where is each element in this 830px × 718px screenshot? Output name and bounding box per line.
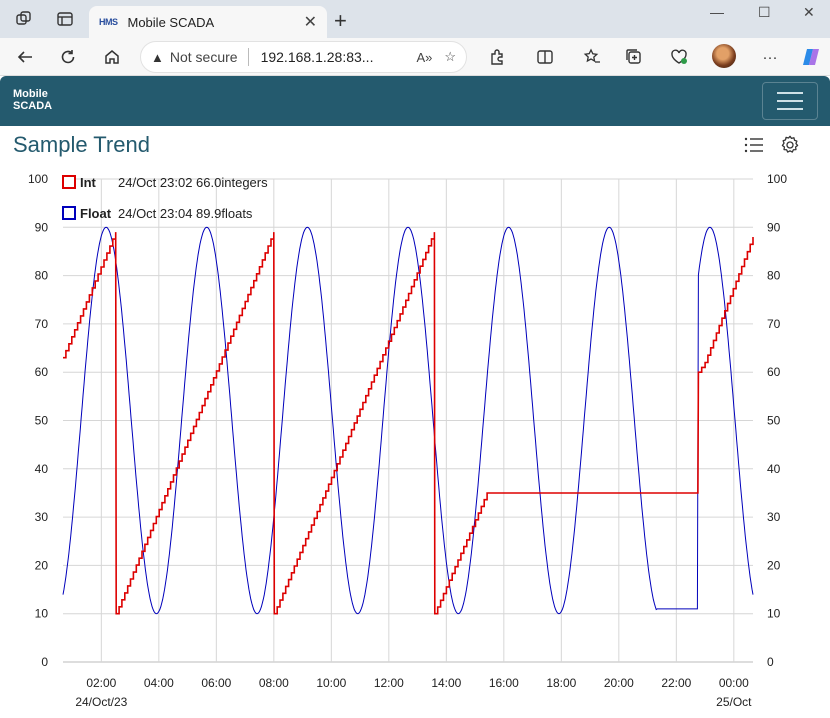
y-tick-label-right: 30 <box>767 510 781 524</box>
x-tick-label: 02:00 <box>86 676 116 690</box>
legend-swatch-float <box>62 206 76 220</box>
maximize-icon[interactable]: ☐ <box>758 4 771 20</box>
y-tick-label-left: 80 <box>35 269 49 283</box>
y-tick-label-left: 40 <box>35 462 49 476</box>
security-label[interactable]: Not secure <box>169 49 238 65</box>
y-tick-label-left: 30 <box>35 510 49 524</box>
warning-icon[interactable]: ▲ <box>151 49 164 65</box>
y-tick-label-right: 80 <box>767 269 781 283</box>
legend-label-int: Int <box>80 175 97 190</box>
hamburger-icon-bar <box>777 100 803 102</box>
y-tick-label-right: 90 <box>767 220 781 234</box>
browser-essentials-icon[interactable] <box>667 46 691 68</box>
y-tick-label-left: 0 <box>41 655 48 669</box>
close-tab-icon[interactable]: ✕ <box>303 14 317 31</box>
x-tick-label: 14:00 <box>431 676 461 690</box>
y-tick-label-left: 100 <box>28 172 48 186</box>
y-tick-label-left: 10 <box>35 607 49 621</box>
x-tick-label: 10:00 <box>316 676 346 690</box>
y-tick-label-right: 100 <box>767 172 787 186</box>
brand-line-2: SCADA <box>13 100 53 112</box>
hamburger-icon-bar <box>777 108 803 110</box>
series-line-int <box>63 232 754 615</box>
y-tick-label-right: 40 <box>767 462 781 476</box>
browser-toolbar: ▲ Not secure 192.168.1.28:83... A» ☆ ··· <box>0 38 830 76</box>
refresh-icon[interactable] <box>55 44 81 70</box>
x-tick-label: 12:00 <box>374 676 404 690</box>
x-date-label: 25/Oct <box>716 695 752 709</box>
brand-line-1: Mobile <box>13 88 48 100</box>
url-text[interactable]: 192.168.1.28:83... <box>260 49 374 65</box>
split-screen-icon[interactable] <box>533 46 557 68</box>
y-tick-label-left: 20 <box>35 558 49 572</box>
legend-item-float[interactable]: Float 24/Oct 23:04 89.9floats <box>62 206 253 221</box>
x-tick-label: 22:00 <box>661 676 691 690</box>
axes: 0 10 20 30 40 50 60 70 80 90 100 0 10 20 30 40 50 60 70 80 9… <box>28 172 787 709</box>
copilot-icon[interactable] <box>799 46 823 68</box>
back-icon[interactable] <box>12 44 38 70</box>
y-tick-label-right: 10 <box>767 607 781 621</box>
y-tick-label-right: 50 <box>767 414 781 428</box>
minimize-icon[interactable]: — <box>710 4 724 20</box>
x-tick-label: 04:00 <box>144 676 174 690</box>
home-icon[interactable] <box>99 44 125 70</box>
legend-item-int[interactable]: Int 24/Oct 23:02 66.0integers <box>62 175 268 190</box>
more-icon[interactable]: ··· <box>762 48 778 66</box>
x-tick-label: 20:00 <box>604 676 634 690</box>
read-aloud-icon[interactable]: A» <box>416 49 433 65</box>
series-layer <box>62 226 754 615</box>
y-tick-label-right: 60 <box>767 365 781 379</box>
y-tick-label-right: 0 <box>767 655 774 669</box>
legend-readout-float: 24/Oct 23:04 89.9floats <box>118 206 253 221</box>
favorites-icon[interactable] <box>580 46 604 68</box>
browser-tab[interactable]: HMS Mobile SCADA ✕ <box>89 6 327 38</box>
y-tick-label-left: 60 <box>35 365 49 379</box>
grid <box>63 178 753 663</box>
app-navbar: Mobile SCADA <box>0 76 830 126</box>
profile-avatar[interactable] <box>712 44 736 68</box>
y-tick-label-right: 20 <box>767 558 781 572</box>
address-divider <box>247 48 249 66</box>
tab-actions-icon[interactable] <box>51 7 79 31</box>
x-tick-label: 00:00 <box>719 676 749 690</box>
app-brand[interactable]: Mobile SCADA <box>13 88 52 112</box>
hamburger-icon-bar <box>777 92 803 94</box>
y-tick-label-left: 50 <box>35 414 49 428</box>
series-line-float <box>62 226 754 615</box>
gear-icon[interactable] <box>779 134 801 156</box>
address-bar[interactable]: ▲ Not secure 192.168.1.28:83... A» ☆ <box>140 41 467 73</box>
x-tick-label: 18:00 <box>546 676 576 690</box>
x-tick-label: 08:00 <box>259 676 289 690</box>
legend-swatch-int <box>62 175 76 189</box>
favicon: HMS <box>99 17 118 27</box>
legend-readout-int: 24/Oct 23:02 66.0integers <box>118 175 268 190</box>
new-tab-icon[interactable]: + <box>334 8 347 33</box>
menu-toggle-button[interactable] <box>762 82 818 120</box>
favorite-icon[interactable]: ☆ <box>444 49 456 64</box>
workspaces-icon[interactable] <box>10 7 38 31</box>
legend: Int 24/Oct 23:02 66.0integers Float 24/O… <box>62 175 268 221</box>
collections-icon[interactable] <box>622 46 646 68</box>
y-tick-label-left: 70 <box>35 317 49 331</box>
x-tick-label: 16:00 <box>489 676 519 690</box>
list-icon[interactable] <box>744 136 764 154</box>
browser-tab-strip: HMS Mobile SCADA ✕ + — ☐ ✕ <box>0 0 830 38</box>
y-tick-label-left: 90 <box>35 220 49 234</box>
trend-chart[interactable]: 0 10 20 30 40 50 60 70 80 90 100 0 10 20 30 40 50 60 70 80 9… <box>0 162 830 718</box>
page-title: Sample Trend <box>13 132 150 157</box>
x-date-label: 24/Oct/23 <box>75 695 127 709</box>
tab-title: Mobile SCADA <box>127 14 215 30</box>
close-window-icon[interactable]: ✕ <box>803 4 815 20</box>
x-tick-label: 06:00 <box>201 676 231 690</box>
y-tick-label-right: 70 <box>767 317 781 331</box>
legend-label-float: Float <box>80 206 112 221</box>
extensions-icon[interactable] <box>485 46 509 68</box>
